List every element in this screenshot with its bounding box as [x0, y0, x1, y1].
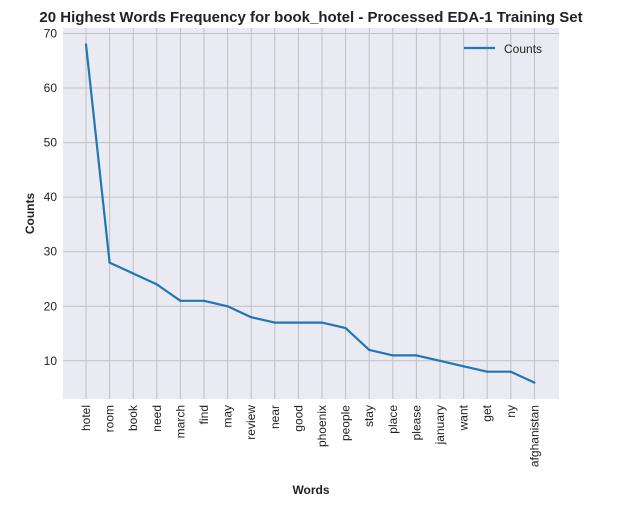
- x-tick-label: march: [173, 405, 187, 438]
- x-tick-label: stay: [362, 405, 376, 427]
- x-tick-label: near: [268, 405, 282, 429]
- data-point: [273, 321, 276, 324]
- y-tick-label: 10: [44, 354, 58, 368]
- x-tick-label: get: [480, 404, 494, 421]
- data-point: [438, 359, 442, 362]
- data-point: [226, 305, 229, 308]
- x-tick-label: afghanistan: [527, 405, 541, 467]
- x-tick-label: people: [339, 405, 353, 441]
- x-tick-label: place: [386, 405, 400, 434]
- data-point: [533, 381, 536, 384]
- data-point: [391, 354, 394, 357]
- x-axis-label: Words: [292, 483, 329, 497]
- y-tick-label: 50: [44, 136, 58, 150]
- data-point: [486, 370, 489, 373]
- x-tick-label: phoenix: [315, 405, 329, 447]
- data-point: [202, 299, 206, 302]
- data-point: [368, 348, 371, 351]
- x-tick-label: want: [457, 404, 471, 431]
- chart-title: 20 Highest Words Frequency for book_hote…: [39, 9, 582, 26]
- x-axis-ticks: hotel room book need march find may review near g…: [79, 404, 541, 467]
- y-tick-label: 20: [44, 299, 58, 313]
- data-point: [415, 354, 418, 357]
- x-tick-label: need: [150, 405, 164, 432]
- data-point: [84, 43, 88, 46]
- legend-label-counts: Counts: [504, 42, 542, 56]
- y-tick-label: 60: [44, 81, 58, 95]
- data-point: [155, 283, 158, 286]
- x-tick-label: book: [126, 404, 140, 431]
- x-tick-label: ny: [504, 405, 518, 418]
- data-point: [462, 365, 465, 368]
- series-line-counts: [84, 44, 535, 384]
- y-tick-label: 40: [44, 190, 58, 204]
- x-tick-label: room: [103, 405, 117, 432]
- y-axis-label: Counts: [23, 193, 37, 235]
- x-tick-label: please: [409, 405, 423, 441]
- y-tick-label: 70: [44, 26, 58, 40]
- data-point: [320, 321, 324, 324]
- data-point: [108, 261, 111, 264]
- data-points: [84, 43, 536, 384]
- x-tick-label: good: [291, 405, 305, 432]
- data-point: [297, 321, 300, 324]
- y-axis-ticks: 10 20 30 40 50 60 70: [44, 26, 58, 367]
- data-point: [344, 326, 347, 330]
- y-tick-label: 30: [44, 245, 58, 259]
- x-tick-label: find: [197, 405, 211, 424]
- x-tick-label: january: [433, 405, 447, 445]
- x-tick-label: hotel: [79, 405, 93, 431]
- data-point: [509, 370, 512, 373]
- data-point: [132, 272, 135, 275]
- data-point: [179, 299, 182, 302]
- data-point: [250, 316, 253, 319]
- grid-lines: [63, 28, 559, 399]
- plot-area: [63, 28, 559, 399]
- x-tick-label: review: [244, 405, 258, 440]
- legend: Counts: [464, 42, 542, 56]
- x-tick-label: may: [221, 405, 235, 428]
